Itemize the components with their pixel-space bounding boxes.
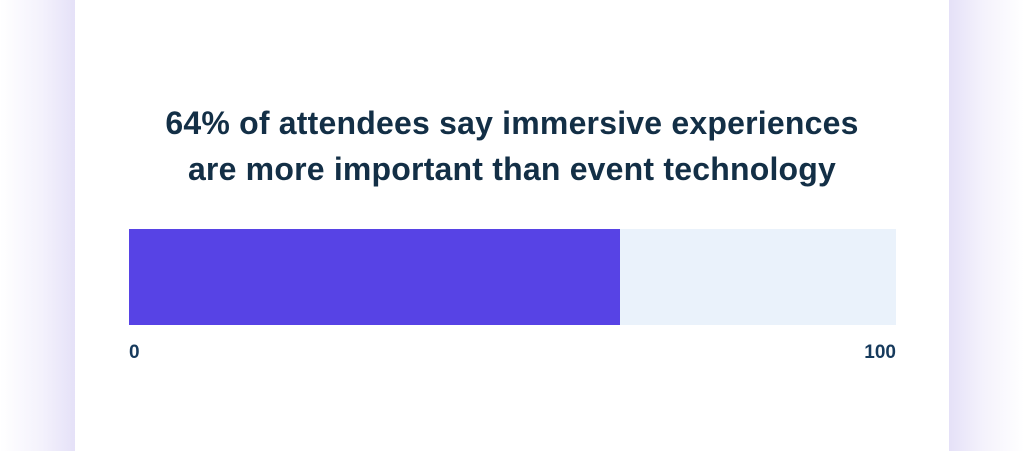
progress-bar-fill	[129, 229, 620, 325]
chart-title-line2: are more important than event technology	[187, 151, 837, 187]
axis-min-label: 0	[129, 342, 140, 363]
chart-title-line1: 64% of attendees say immersive experienc…	[165, 105, 859, 141]
x-axis-labels: 0 100	[129, 341, 896, 365]
progress-bar-track	[129, 229, 896, 325]
chart-title: 64% of attendees say immersive experienc…	[75, 100, 949, 192]
chart-card: 64% of attendees say immersive experienc…	[75, 0, 949, 451]
axis-max-label: 100	[864, 342, 896, 363]
right-gradient-strip	[949, 0, 1024, 451]
left-gradient-strip	[0, 0, 75, 451]
